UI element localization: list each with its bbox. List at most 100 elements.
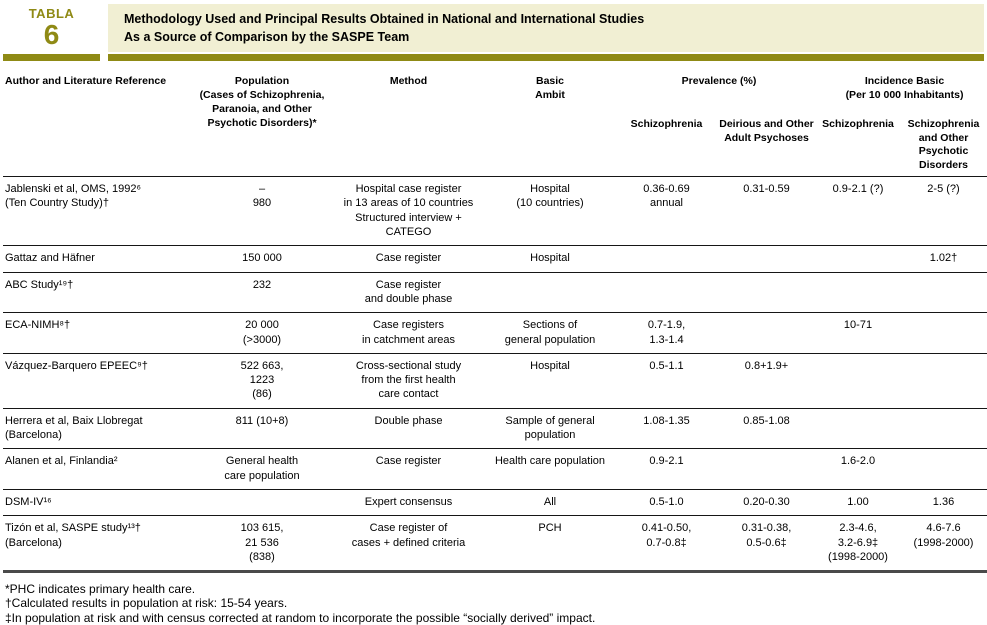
column-header-method: Method: [389, 75, 428, 87]
cell-incidence-schizophrenia: [819, 246, 897, 272]
cell-basic-ambit: Hospital: [530, 252, 570, 265]
table-title-box: Methodology Used and Principal Results O…: [108, 4, 984, 52]
header-row-subcolumns: Schizophrenia Deirious and Other Adult P…: [3, 106, 987, 177]
cell-prevalence-schizophrenia: 0.7-1.9, 1.3-1.4: [647, 319, 686, 346]
table-tab-label: TABLA: [28, 6, 75, 21]
cell-prevalence-delirious: 0.8+1.9+: [744, 359, 789, 372]
cell-prevalence-schizophrenia: [619, 272, 714, 313]
cell-method: Expert consensus: [364, 495, 453, 508]
table-row: Jablenski et al, OMS, 1992⁶ (Ten Country…: [3, 176, 987, 246]
table-row: ABC Study¹⁹† 232 Case register and double …: [3, 272, 987, 313]
cell-author: Gattaz and Häfner: [5, 252, 95, 265]
table-header-band: TABLA 6 Methodology Used and Principal R…: [3, 4, 984, 52]
table-row: Herrera et al, Baix Llobregat (Barcelona…: [3, 408, 987, 449]
cell-basic-ambit: Hospital: [530, 359, 570, 372]
cell-basic-ambit: Hospital (10 countries): [516, 183, 584, 210]
table-body: Jablenski et al, OMS, 1992⁶ (Ten Country…: [3, 176, 987, 572]
accent-bar-gap: [100, 54, 108, 61]
cell-population: [188, 489, 336, 515]
column-group-prevalence: Prevalence (%): [681, 75, 757, 87]
cell-basic-ambit: Health care population: [494, 455, 606, 468]
cell-incidence-schizophrenia-other: [897, 408, 987, 449]
cell-incidence-schizophrenia-other: 4.6-7.6 (1998-2000): [913, 522, 974, 549]
table-row: Vázquez-Barquero EPEEC⁹† 522 663, 1223 (8…: [3, 353, 987, 408]
cell-population: 811 (10+8): [235, 414, 289, 427]
cell-population: General health care population: [224, 455, 300, 482]
cell-prevalence-delirious: 0.31-0.59: [743, 183, 790, 196]
cell-author: Jablenski et al, OMS, 1992⁶ (Ten Country…: [5, 183, 141, 210]
footnote: ‡In population at risk and with census c…: [5, 610, 596, 625]
cell-basic-ambit: PCH: [538, 522, 562, 535]
column-header-basic-ambit: Basic Ambit: [535, 75, 565, 101]
footnote: †Calculated results in population at ris…: [5, 596, 288, 611]
cell-author: Vázquez-Barquero EPEEC⁹†: [5, 359, 148, 372]
header-row-groups: Author and Literature Reference Populati…: [3, 68, 987, 129]
results-table: Author and Literature Reference Populati…: [3, 68, 987, 574]
cell-method: Case registers in catchment areas: [362, 319, 455, 346]
cell-prevalence-delirious: [714, 272, 819, 313]
cell-author: ABC Study¹⁹†: [5, 278, 74, 291]
cell-basic-ambit: [481, 272, 619, 313]
cell-prevalence-schizophrenia: 0.5-1.1: [649, 359, 684, 372]
column-header-incidence-schizophrenia-other: Schizophrenia and Other Psychotic Disord…: [907, 117, 980, 172]
accent-bar-right: [108, 54, 984, 61]
cell-incidence-schizophrenia: 1.6-2.0: [840, 455, 876, 468]
cell-prevalence-delirious: 0.85-1.08: [743, 414, 790, 427]
cell-basic-ambit: Sample of general population: [505, 414, 595, 442]
cell-method: Case register and double phase: [364, 278, 453, 305]
cell-prevalence-schizophrenia: 0.9-2.1: [649, 455, 684, 468]
table-row: ECA-NIMH⁸† 20 000 (>3000) Case registers i…: [3, 312, 987, 354]
cell-incidence-schizophrenia: 2.3-4.6, 3.2-6.9‡ (1998-2000): [828, 522, 888, 563]
column-header-prevalence-schizophrenia: Schizophrenia: [630, 117, 703, 130]
cell-incidence-schizophrenia-other: [897, 313, 987, 354]
cell-population: 20 000 (>3000): [242, 319, 282, 346]
cell-prevalence-delirious: 0.20-0.30: [743, 495, 790, 508]
cell-population: 232: [252, 278, 272, 291]
cell-population: 522 663, 1223 (86): [240, 359, 284, 401]
cell-author: ECA-NIMH⁸†: [5, 319, 71, 332]
cell-author: Alanen et al, Finlandia²: [5, 455, 118, 468]
cell-method: Double phase: [374, 414, 443, 427]
cell-prevalence-delirious: [714, 449, 819, 490]
cell-author: Herrera et al, Baix Llobregat (Barcelona…: [5, 414, 143, 442]
cell-incidence-schizophrenia-other: 1.36: [932, 495, 955, 508]
cell-population: 103 615, 21 536 (838): [240, 522, 284, 563]
cell-incidence-schizophrenia-other: [897, 353, 987, 408]
cell-prevalence-delirious: [714, 313, 819, 354]
cell-basic-ambit: Sections of general population: [504, 319, 596, 346]
cell-incidence-schizophrenia: [819, 353, 897, 408]
cell-prevalence-schizophrenia: 0.5-1.0: [649, 495, 684, 508]
accent-bar: [3, 54, 984, 61]
table-title: Methodology Used and Principal Results O…: [124, 12, 645, 44]
cell-incidence-schizophrenia: 10-71: [843, 319, 873, 332]
footnotes: *PHC indicates primary health care. †Cal…: [3, 582, 984, 625]
cell-prevalence-delirious: 0.31-0.38, 0.5-0.6‡: [741, 522, 792, 549]
cell-incidence-schizophrenia-other: 2-5 (?): [927, 183, 960, 196]
cell-incidence-schizophrenia: [819, 272, 897, 313]
cell-author: Tizón et al, SASPE study¹³† (Barcelona): [5, 522, 141, 549]
table-head: Author and Literature Reference Populati…: [3, 68, 987, 177]
column-group-incidence: Incidence Basic (Per 10 000 Inhabitants): [845, 75, 964, 101]
cell-method: Case register: [375, 455, 442, 468]
cell-incidence-schizophrenia-other: 1.02†: [929, 252, 958, 265]
column-header-author: Author and Literature Reference: [5, 75, 167, 87]
cell-method: Case register of cases + defined criteri…: [351, 522, 466, 549]
cell-method: Hospital case register in 13 areas of 10…: [343, 183, 474, 239]
cell-incidence-schizophrenia-other: [897, 449, 987, 490]
column-header-incidence-schizophrenia: Schizophrenia: [822, 117, 894, 130]
cell-prevalence-delirious: [714, 246, 819, 272]
cell-incidence-schizophrenia: 1.00: [847, 495, 869, 508]
cell-prevalence-schizophrenia: 1.08-1.35: [643, 414, 690, 427]
cell-incidence-schizophrenia: 0.9-2.1 (?): [832, 183, 884, 196]
cell-method: Case register: [375, 252, 442, 265]
table-row: DSM-IV¹⁶ Expert consensus All 0.5-1.0 0.20-0…: [3, 489, 987, 515]
cell-author: DSM-IV¹⁶: [5, 495, 52, 508]
cell-population: 150 000: [242, 252, 282, 265]
column-header-prevalence-delirious: Deirious and Other Adult Psychoses: [719, 117, 814, 144]
table-tab-number: 6: [43, 19, 60, 50]
cell-incidence-schizophrenia: [819, 408, 897, 449]
cell-basic-ambit: All: [543, 495, 557, 508]
table-row: Tizón et al, SASPE study¹³† (Barcelona) 1…: [3, 515, 987, 572]
cell-incidence-schizophrenia-other: [897, 272, 987, 313]
